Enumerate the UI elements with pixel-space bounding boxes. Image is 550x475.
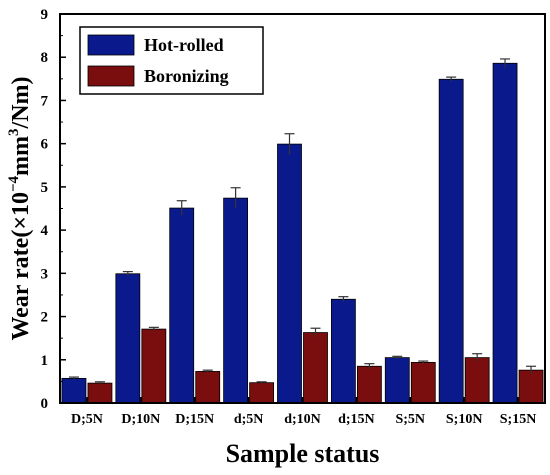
y-tick-label: 5 (41, 180, 49, 196)
y-axis-title-tail: /Nm) (8, 76, 34, 129)
y-axis: 0 1 2 3 4 5 6 7 8 9 (41, 7, 66, 412)
bar-hot-rolled-5 (330, 298, 356, 404)
bar-hot-rolled-1 (115, 273, 141, 404)
bars-layer (61, 62, 544, 404)
bar-boronizing-5 (356, 365, 382, 404)
bar-boronizing-0 (87, 382, 113, 404)
y-tick-label: 2 (41, 310, 49, 326)
bar-boronizing-4 (303, 332, 328, 404)
bar-hot-rolled-8 (492, 62, 518, 404)
bar-boronizing-1 (141, 328, 167, 404)
bar-boronizing-3 (249, 382, 275, 404)
y-axis-title-main: Wear rate(×10 (8, 192, 34, 341)
y-tick-label: 0 (41, 396, 49, 412)
x-tick-label: D;15N (175, 412, 214, 427)
x-tick-label: S;15N (500, 412, 537, 427)
x-tick-label: S;5N (395, 412, 425, 427)
x-tick-label: D;10N (121, 412, 160, 427)
legend-label-boronizing: Boronizing (144, 66, 229, 86)
legend-swatch-boronizing (87, 65, 135, 87)
x-tick-label: D;5N (71, 412, 103, 427)
x-tick-label: S;10N (446, 412, 483, 427)
bar-boronizing-8 (518, 369, 544, 404)
x-axis: D;5N D;10N D;15N d;5N d;10N d;15N S;5N S;10N S;1… (71, 397, 536, 427)
bar-hot-rolled-2 (169, 207, 195, 404)
y-tick-label: 9 (41, 7, 49, 23)
y-axis-title: Wear rate(×10−4mm3/Nm) (6, 76, 34, 340)
legend-swatch-hot-rolled (87, 34, 135, 56)
y-axis-title-exponent: −4 (6, 175, 22, 192)
bar-hot-rolled-4 (277, 143, 302, 404)
bar-hot-rolled-0 (61, 377, 87, 404)
bar-hot-rolled-6 (384, 357, 410, 404)
legend: Hot-rolled Boronizing (79, 26, 264, 95)
error-bars-layer (68, 58, 537, 385)
legend-label-hot-rolled: Hot-rolled (144, 35, 224, 55)
y-tick-label: 6 (41, 137, 49, 153)
y-tick-label: 8 (41, 50, 49, 66)
y-tick-label: 7 (41, 93, 49, 109)
y-tick-label: 4 (41, 223, 49, 239)
bar-boronizing-2 (195, 371, 221, 404)
bar-boronizing-7 (464, 357, 490, 404)
bar-boronizing-6 (410, 361, 436, 404)
bar-hot-rolled-7 (438, 78, 464, 404)
y-tick-label: 1 (41, 353, 49, 369)
x-axis-title: Sample status (226, 439, 380, 468)
x-tick-label: d;15N (338, 412, 375, 427)
y-tick-label: 3 (41, 266, 49, 282)
y-axis-title-unit: mm (8, 136, 34, 176)
bar-hot-rolled-3 (223, 197, 249, 404)
x-tick-label: d;5N (234, 412, 264, 427)
y-axis-title-unit-exponent: 3 (6, 128, 22, 136)
x-tick-label: d;10N (284, 412, 321, 427)
